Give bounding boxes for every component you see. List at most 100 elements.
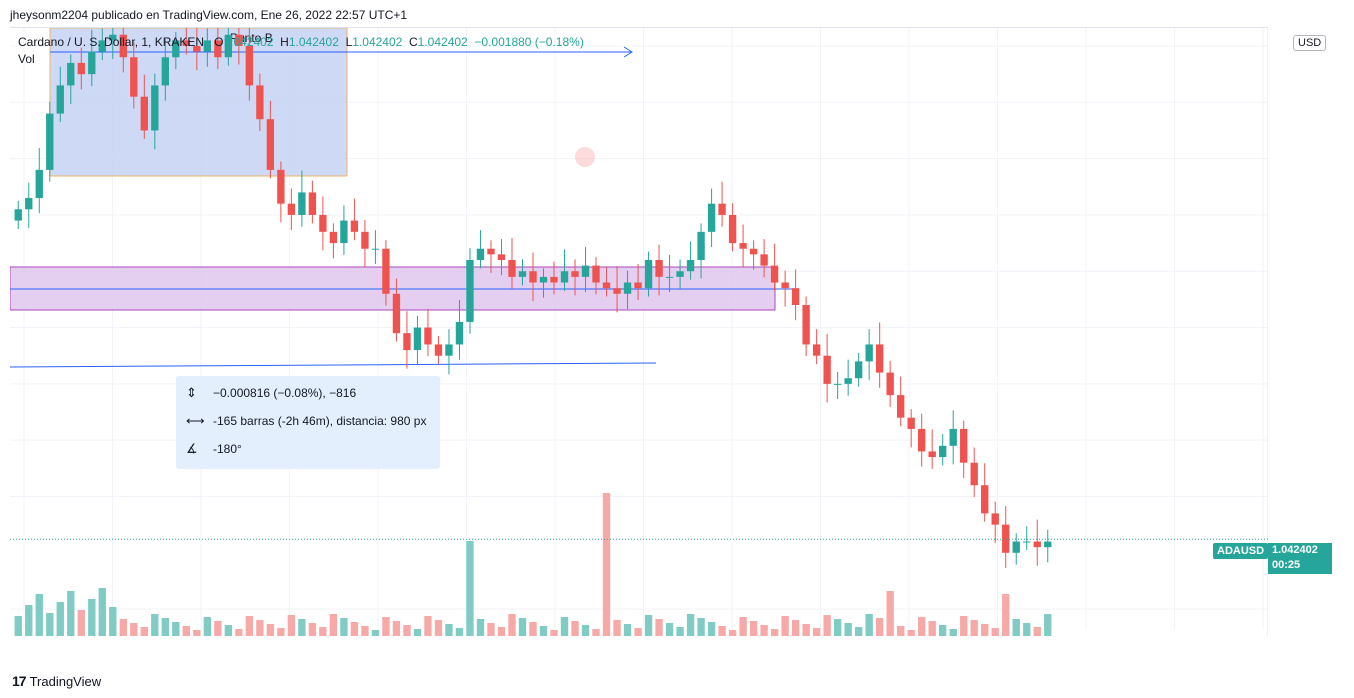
candle-body [560, 271, 569, 283]
candle-body [602, 282, 611, 289]
volume-bar [508, 614, 516, 636]
symbol-price-tag: ADAUSD [1213, 543, 1269, 559]
volume-bar [14, 616, 22, 636]
legend-open-value: 1.042402 [223, 35, 274, 49]
legend-o-label: O [214, 35, 224, 49]
volume-bar [655, 619, 663, 636]
candle-body [760, 254, 768, 266]
volume-bar [529, 622, 537, 636]
candle-body [235, 34, 243, 46]
volume-bar [140, 627, 148, 636]
candle-body [361, 231, 369, 249]
tradingview-footer[interactable]: 17 TradingView [12, 673, 101, 689]
volume-bar [728, 630, 737, 636]
volume-bar [46, 613, 54, 636]
candle-body [676, 271, 684, 277]
candle-body [109, 34, 117, 41]
candle-body [571, 271, 579, 277]
candle-body [623, 282, 632, 294]
last-price-value: 1.042402 [1272, 544, 1318, 556]
candle-body [214, 40, 222, 58]
volume-bar [592, 629, 600, 636]
candle-body [960, 428, 968, 463]
volume-bar [119, 619, 127, 636]
volume-bar [686, 614, 695, 636]
candle-body [613, 288, 621, 294]
candle-body [770, 265, 779, 283]
candle-body [739, 243, 747, 249]
candle-body [266, 119, 275, 170]
currency-badge[interactable]: USD [1293, 35, 1327, 51]
volume-bar [193, 630, 201, 636]
candle-body [928, 451, 936, 458]
candle-body [865, 344, 873, 362]
volume-bar [634, 628, 642, 636]
volume-bar [865, 614, 873, 636]
candle-body [119, 34, 127, 58]
footer-brand: TradingView [29, 673, 102, 689]
candle-body [970, 462, 978, 486]
candle-body [1023, 541, 1031, 543]
candle-body [508, 259, 516, 277]
candle-body [140, 96, 148, 131]
volume-bar [256, 620, 264, 636]
blue-zone-box [49, 28, 348, 177]
candle-body [245, 46, 254, 86]
volume-bar [77, 610, 85, 636]
volume-bar [361, 626, 369, 636]
candle-body [56, 85, 64, 114]
measure-bars-row: ⟷ -165 barras (-2h 46m), distancia: 980 … [186, 412, 426, 430]
volume-bar [697, 618, 705, 636]
legend-symbol[interactable]: Cardano / U. S. Dollar, 1, KRAKEN [18, 35, 205, 49]
volume-bar [109, 607, 117, 636]
candle-body [382, 248, 390, 294]
volume-bar [182, 626, 191, 636]
volume-legend[interactable]: Vol [18, 52, 35, 66]
chart-pane[interactable]: 1.1300001.1200001.1100001.1000001.090000… [10, 27, 1268, 637]
candle-body [203, 40, 212, 52]
volume-bar [833, 619, 842, 636]
volume-bar [434, 620, 443, 636]
candle-body [1033, 541, 1041, 548]
volume-bar [897, 626, 905, 636]
candlestick-chart[interactable]: 1.1300001.1200001.1100001.1000001.090000… [10, 28, 1268, 637]
volume-bar [1012, 619, 1020, 636]
candle-body [172, 40, 180, 58]
candle-body [1012, 541, 1020, 553]
candle-body [77, 62, 85, 75]
volume-bar [1033, 627, 1041, 636]
candle-body [802, 305, 810, 345]
volume-bar [939, 625, 947, 636]
volume-bar [781, 616, 789, 636]
candle-body [886, 372, 894, 396]
candle-body [581, 265, 590, 277]
candle-body [182, 40, 191, 46]
volume-bar [35, 594, 43, 636]
tradingview-logo-icon: 17 [12, 673, 27, 689]
volume-bar [550, 630, 558, 636]
volume-bar [340, 618, 348, 636]
candle-body [1044, 541, 1052, 548]
volume-bar [445, 624, 453, 636]
volume-bar [266, 624, 275, 636]
candle-body [749, 248, 758, 255]
candle-body [592, 265, 600, 283]
volume-bar [329, 614, 338, 636]
candle-body [277, 169, 285, 204]
volume-bar [970, 620, 978, 636]
candle-body [823, 355, 831, 384]
candle-body [812, 344, 821, 356]
volume-bar [707, 622, 716, 636]
angle-icon: ∡ [186, 441, 198, 456]
volume-bar [760, 625, 768, 636]
candle-body [518, 271, 527, 277]
volume-bar [161, 618, 169, 636]
volume-bar [918, 617, 926, 636]
candle-body [497, 254, 506, 260]
candle-body [644, 259, 653, 289]
volume-bar [854, 627, 863, 636]
candle-body [161, 57, 169, 86]
candle-body [35, 169, 43, 199]
candle-body [718, 203, 726, 215]
candle-body [98, 40, 106, 52]
